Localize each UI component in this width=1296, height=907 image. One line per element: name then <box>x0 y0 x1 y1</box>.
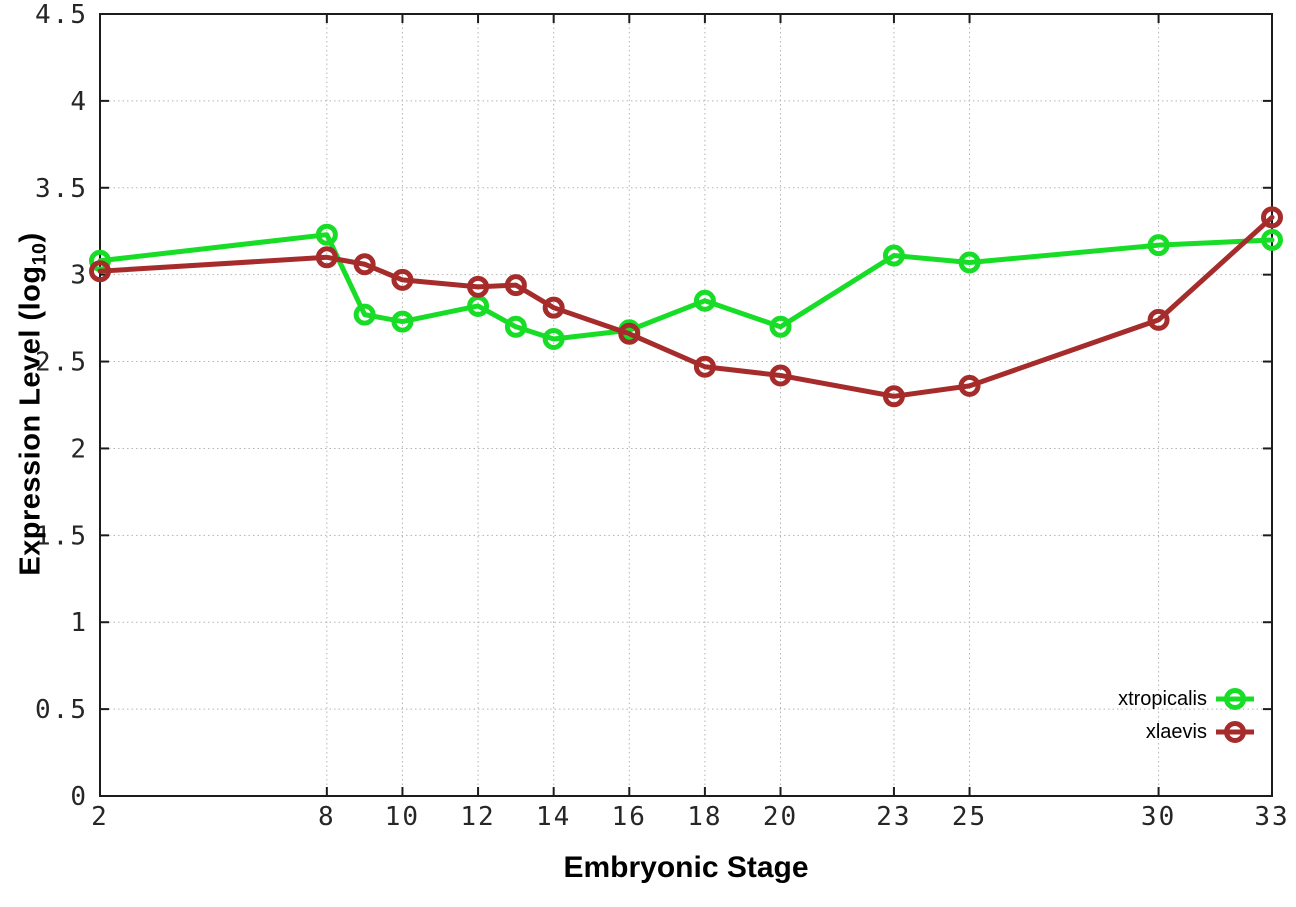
series-marker-xlaevis <box>882 385 905 408</box>
series-marker-xlaevis <box>467 275 490 298</box>
series-marker-xtropicalis <box>504 315 527 338</box>
series-line-xtropicalis <box>97 232 1275 342</box>
legend-row-xlaevis: xlaevis <box>1118 715 1254 748</box>
series-marker-xtropicalis <box>1147 234 1170 257</box>
y-tick-label: 2 <box>70 434 88 464</box>
x-tick-label: 33 <box>1254 802 1289 832</box>
y-tick-label: 0.5 <box>35 695 88 725</box>
x-axis-title: Embryonic Stage <box>563 851 809 884</box>
y-tick-label: 0 <box>70 782 88 812</box>
legend-label-xlaevis: xlaevis <box>1145 720 1207 743</box>
x-tick-label: 2 <box>91 802 109 832</box>
series-marker-xtropicalis <box>882 244 905 267</box>
x-tick-label: 20 <box>763 802 798 832</box>
y-tick-label: 1.5 <box>35 521 88 551</box>
series-marker-xtropicalis <box>958 251 981 274</box>
series-marker-xlaevis <box>353 253 376 276</box>
series-marker-xlaevis <box>958 374 981 397</box>
series-marker-xtropicalis <box>542 327 565 350</box>
series-marker-xtropicalis <box>769 315 792 338</box>
y-axis-title-subscript: 10 <box>28 242 51 266</box>
x-tick-label: 14 <box>536 802 571 832</box>
x-tick-label: 23 <box>876 802 911 832</box>
legend-ring-sample <box>1224 720 1246 743</box>
y-axis-title-suffix: ) <box>14 232 47 243</box>
x-tick-label: 25 <box>952 802 987 832</box>
series-marker-xtropicalis <box>693 289 716 312</box>
y-tick-label: 4 <box>70 87 88 117</box>
y-axis-title-prefix: Expression Level (log <box>14 265 47 576</box>
y-tick-label: 3.5 <box>35 174 88 204</box>
series-marker-xlaevis <box>315 246 338 269</box>
x-tick-label: 8 <box>318 802 336 832</box>
x-tick-label: 30 <box>1141 802 1176 832</box>
x-tick-label: 12 <box>460 802 495 832</box>
series-marker-xtropicalis <box>1261 228 1283 251</box>
series-marker-xlaevis <box>1261 206 1283 229</box>
series-marker-xlaevis <box>769 364 792 387</box>
series-marker-xlaevis <box>391 268 414 291</box>
series-marker-xlaevis <box>89 260 111 283</box>
y-tick-label: 1 <box>70 608 88 638</box>
x-tick-label: 16 <box>612 802 647 832</box>
y-tick-label: 3 <box>70 261 88 291</box>
series-marker-xtropicalis <box>391 310 414 333</box>
plot-border <box>99 13 1273 797</box>
series-marker-xlaevis <box>504 274 527 297</box>
legend-marker-xlaevis-icon <box>1216 720 1254 743</box>
series-marker-xlaevis <box>693 355 716 378</box>
series-marker-xtropicalis <box>315 223 338 246</box>
legend: xtropicalis xlaevis <box>1118 682 1254 748</box>
legend-label-xtropicalis: xtropicalis <box>1118 687 1207 710</box>
y-tick-label: 4.5 <box>35 0 88 30</box>
x-tick-label: 10 <box>385 802 420 832</box>
legend-row-xtropicalis: xtropicalis <box>1118 682 1254 715</box>
y-axis-title: Expression Level (log10) <box>15 232 52 575</box>
series-marker-xtropicalis <box>353 303 376 326</box>
y-tick-label: 2.5 <box>35 348 88 378</box>
x-tick-label: 18 <box>687 802 722 832</box>
series-marker-xlaevis <box>1147 308 1170 331</box>
legend-marker-xtropicalis-icon <box>1216 687 1254 710</box>
series-marker-xlaevis <box>542 296 565 319</box>
legend-ring-sample <box>1224 687 1246 710</box>
series-marker-xlaevis <box>618 322 641 345</box>
